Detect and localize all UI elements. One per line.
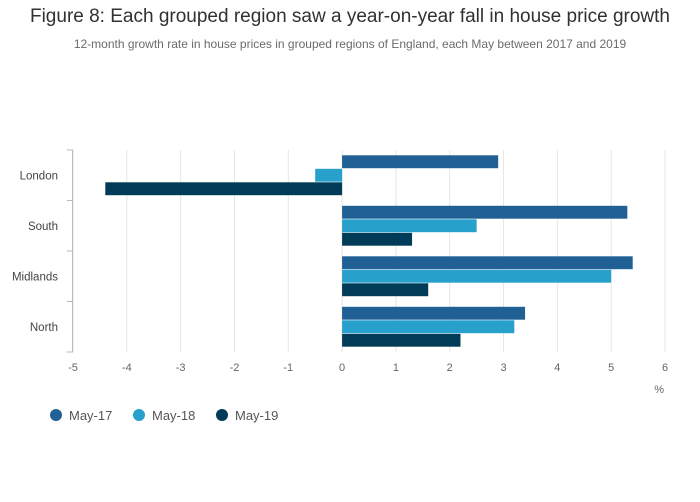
legend: May-17 May-18 May-19 [50, 408, 278, 423]
category-label: South [28, 221, 58, 233]
bar[interactable] [342, 320, 515, 334]
axes [67, 149, 73, 353]
bar[interactable] [342, 155, 499, 169]
bar[interactable] [342, 232, 413, 246]
legend-marker [133, 409, 145, 421]
category-label: North [30, 322, 58, 334]
x-tick-label: 5 [608, 362, 614, 374]
category-label: London [20, 170, 58, 182]
bar[interactable] [342, 219, 477, 233]
bar[interactable] [342, 205, 628, 219]
category-labels: London South Midlands North [12, 170, 58, 334]
bar[interactable] [342, 306, 526, 320]
legend-label[interactable]: May-17 [69, 408, 112, 423]
bar[interactable] [105, 182, 343, 196]
bar[interactable] [342, 333, 461, 347]
x-tick-label: -4 [122, 362, 132, 374]
x-tick-label: -1 [283, 362, 293, 374]
x-tick-label: 2 [447, 362, 453, 374]
x-tick-label: 0 [339, 362, 345, 374]
legend-marker [50, 409, 62, 421]
bar[interactable] [342, 269, 612, 283]
x-tick-labels: -5 -4 -3 -2 -1 0 1 2 3 4 5 6 [68, 362, 668, 374]
x-tick-label: 3 [500, 362, 506, 374]
legend-marker [216, 409, 228, 421]
x-axis-label: % [654, 384, 664, 396]
chart-subtitle: 12-month growth rate in house prices in … [73, 37, 627, 51]
bar[interactable] [342, 256, 633, 270]
bar[interactable] [342, 283, 429, 297]
category-label: Midlands [12, 271, 58, 283]
x-tick-label: -2 [230, 362, 240, 374]
chart-title: Figure 8: Each grouped region saw a year… [29, 6, 671, 27]
bars [105, 155, 633, 347]
bar[interactable] [315, 168, 343, 182]
legend-label[interactable]: May-19 [235, 408, 278, 423]
x-tick-label: 4 [554, 362, 560, 374]
x-tick-label: 1 [393, 362, 399, 374]
x-tick-label: 6 [662, 362, 668, 374]
x-tick-label: -5 [68, 362, 78, 374]
x-tick-label: -3 [176, 362, 186, 374]
legend-label[interactable]: May-18 [152, 408, 195, 423]
